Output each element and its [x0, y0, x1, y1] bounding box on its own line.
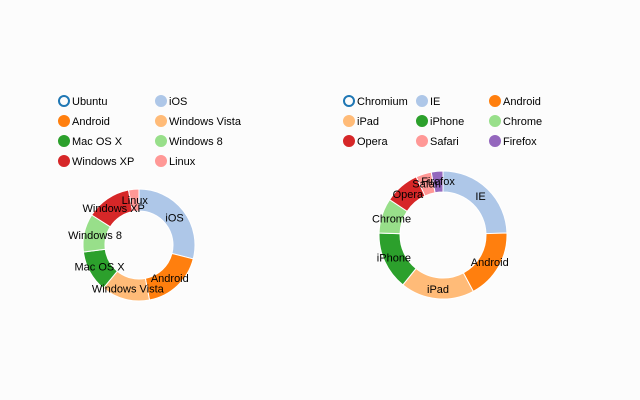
- legend-swatch[interactable]: [343, 115, 355, 127]
- legend-swatch[interactable]: [58, 95, 70, 107]
- legend-label[interactable]: Windows 8: [169, 136, 223, 148]
- legend-item-1-1[interactable]: iOS: [155, 95, 187, 108]
- legend-swatch[interactable]: [489, 95, 501, 107]
- legend-label[interactable]: Mac OS X: [72, 136, 123, 148]
- slice-linux[interactable]: [127, 188, 140, 213]
- legend-label[interactable]: iOS: [169, 96, 187, 108]
- legend-item-1-0[interactable]: Ubuntu: [58, 95, 107, 108]
- legend-label[interactable]: Android: [72, 116, 110, 128]
- slice-label: Android: [471, 257, 509, 269]
- legend-label[interactable]: iPad: [357, 116, 379, 128]
- legend-item-1-6[interactable]: Windows XP: [58, 155, 134, 168]
- legend-label[interactable]: Chrome: [503, 116, 542, 128]
- slice-label: Safari: [412, 179, 441, 191]
- donut-slices-1: [82, 188, 196, 302]
- slice-label: IE: [475, 191, 485, 203]
- legend-item-2-8[interactable]: Firefox: [489, 135, 537, 148]
- legend-swatch[interactable]: [155, 155, 167, 167]
- slice-label: iPhone: [377, 253, 411, 265]
- legend-swatch[interactable]: [343, 135, 355, 147]
- legend-swatch[interactable]: [58, 135, 70, 147]
- legend-item-2-1[interactable]: IE: [416, 95, 440, 108]
- slice-label: Mac OS X: [75, 262, 126, 274]
- legend-swatch[interactable]: [343, 95, 355, 107]
- legend-label[interactable]: Android: [503, 96, 541, 108]
- legend-label[interactable]: Opera: [357, 136, 388, 148]
- legend-item-1-4[interactable]: Mac OS X: [58, 135, 123, 148]
- legend-swatch[interactable]: [489, 135, 501, 147]
- legend-swatch[interactable]: [489, 115, 501, 127]
- legend-swatch[interactable]: [416, 135, 428, 147]
- legend-item-1-2[interactable]: Android: [58, 115, 110, 128]
- slice-label: Windows Vista: [92, 284, 165, 296]
- legend-label[interactable]: IE: [430, 96, 440, 108]
- legend-swatch[interactable]: [416, 115, 428, 127]
- legend-item-2-7[interactable]: Safari: [416, 135, 459, 148]
- legend-label[interactable]: iPhone: [430, 116, 464, 128]
- legend-item-1-3[interactable]: Windows Vista: [155, 115, 242, 128]
- legend-label[interactable]: Firefox: [503, 136, 537, 148]
- slice-label: iOS: [165, 212, 183, 224]
- donut-slices-2: [378, 170, 508, 300]
- slice-label: Android: [151, 273, 189, 285]
- legend-swatch[interactable]: [155, 115, 167, 127]
- legend-label[interactable]: Windows XP: [72, 156, 134, 168]
- slice-label: Windows 8: [68, 230, 122, 242]
- legend-item-2-3[interactable]: iPad: [343, 115, 379, 128]
- legend-swatch[interactable]: [155, 95, 167, 107]
- legend-item-1-7[interactable]: Linux: [155, 155, 196, 168]
- legend-label[interactable]: Safari: [430, 136, 459, 148]
- legend-swatch[interactable]: [155, 135, 167, 147]
- legend-label[interactable]: Windows Vista: [169, 116, 242, 128]
- legend-label[interactable]: Linux: [169, 156, 196, 168]
- donut-labels-2: IE Android iPad iPhone Chrome OperaSafariFire…: [372, 176, 509, 296]
- legend-item-2-2[interactable]: Android: [489, 95, 541, 108]
- legend-item-2-4[interactable]: iPhone: [416, 115, 464, 128]
- slice-label: Windows XP: [83, 203, 145, 215]
- legend-label[interactable]: Chromium: [357, 96, 408, 108]
- slice-label: Linux: [122, 195, 149, 207]
- slice-label: Chrome: [372, 214, 411, 226]
- legend-item-2-0[interactable]: Chromium: [343, 95, 408, 108]
- legend-item-2-5[interactable]: Chrome: [489, 115, 542, 128]
- legend-swatch[interactable]: [416, 95, 428, 107]
- legend-swatch[interactable]: [58, 155, 70, 167]
- legend-item-2-6[interactable]: Opera: [343, 135, 388, 148]
- slice-firefox[interactable]: [430, 170, 444, 194]
- slice-label: Opera: [393, 189, 424, 201]
- slice-label: iPad: [427, 284, 449, 296]
- slice-label: Firefox: [421, 176, 455, 188]
- legend-label[interactable]: Ubuntu: [72, 96, 107, 108]
- legend-item-1-5[interactable]: Windows 8: [155, 135, 223, 148]
- legend-swatch[interactable]: [58, 115, 70, 127]
